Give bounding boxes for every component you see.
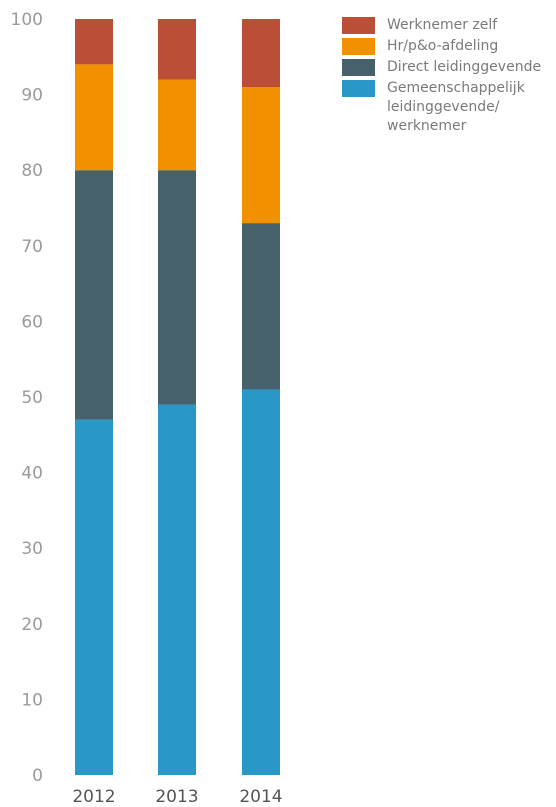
y-tick-label: 30 [21, 539, 43, 559]
legend-swatch [342, 17, 375, 34]
bar-segment-2014 [242, 223, 280, 390]
bar-segment-2014 [242, 389, 280, 775]
y-tick-label: 60 [21, 312, 43, 332]
legend-item-werknemer-zelf: Werknemer zelf [342, 16, 556, 35]
bar-segment-2012 [75, 64, 113, 171]
legend-item-hr-po-afdeling: Hr/p&o-afdeling [342, 37, 556, 56]
bar-segment-2012 [75, 19, 113, 65]
legend-item-gemeenschappelijk: Gemeenschappelijk leidinggevende/ werkne… [342, 79, 556, 136]
x-tick-label: 2014 [239, 787, 282, 807]
legend-label: Hr/p&o-afdeling [387, 38, 499, 54]
bar-segment-2014 [242, 19, 280, 88]
bar-segment-2013 [158, 79, 196, 171]
x-tick-label: 2013 [155, 787, 198, 807]
legend-item-direct-leidinggevende: Direct leidinggevende [342, 58, 556, 77]
legend: Werknemer zelf Hr/p&o-afdeling Direct le… [342, 16, 556, 138]
x-tick-label: 2012 [72, 787, 115, 807]
legend-swatch [342, 38, 375, 55]
y-axis: 0 10 20 30 40 50 60 70 80 90 100 [11, 10, 43, 786]
legend-label: Gemeenschappelijk leidinggevende/ werkne… [387, 80, 525, 134]
bar-segment-2012 [75, 170, 113, 420]
y-tick-label: 50 [21, 388, 43, 408]
y-tick-label: 40 [21, 464, 43, 484]
y-tick-label: 80 [21, 161, 43, 181]
bar-segment-2014 [242, 87, 280, 224]
legend-swatch [342, 80, 375, 97]
bar-segment-2013 [158, 170, 196, 405]
y-tick-label: 10 [21, 690, 43, 710]
y-tick-label: 100 [11, 10, 43, 30]
y-tick-label: 70 [21, 237, 43, 257]
bar-segment-2013 [158, 19, 196, 80]
x-axis: 2012 2013 2014 [72, 787, 282, 807]
legend-label: Direct leidinggevende [387, 59, 542, 75]
y-tick-label: 90 [21, 86, 43, 106]
legend-label: Werknemer zelf [387, 17, 498, 33]
y-tick-label: 0 [32, 766, 43, 786]
bar-segment-2012 [75, 419, 113, 775]
bar-segment-2013 [158, 404, 196, 775]
bars [75, 19, 280, 775]
legend-swatch [342, 59, 375, 76]
y-tick-label: 20 [21, 615, 43, 635]
